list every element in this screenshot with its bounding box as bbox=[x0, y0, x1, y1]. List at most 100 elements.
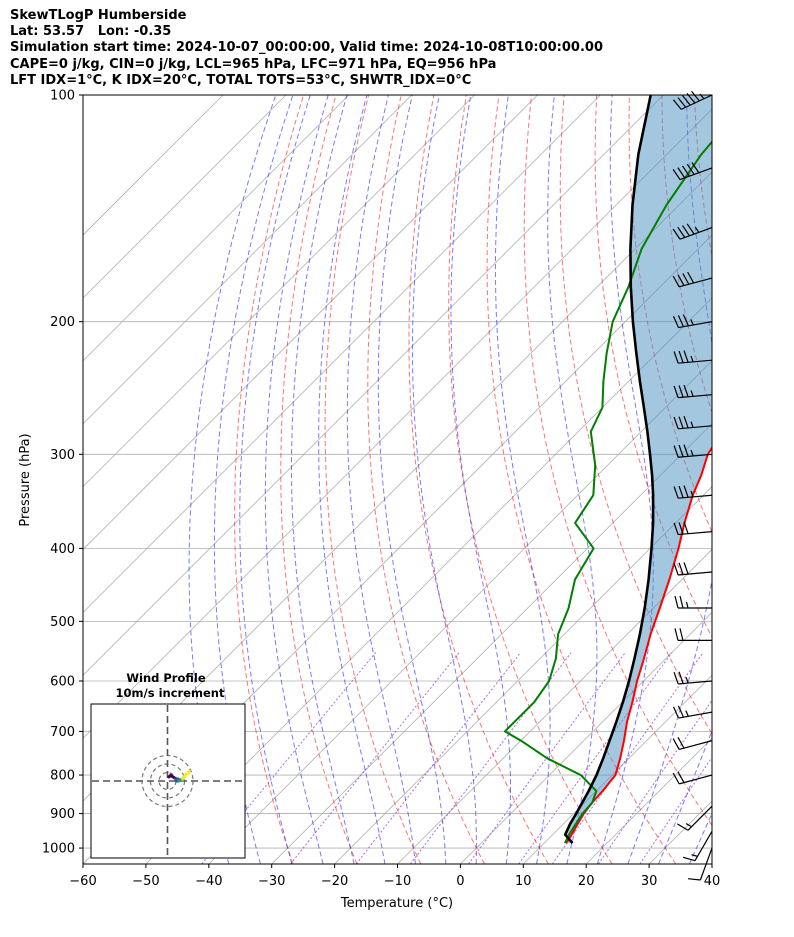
barb-half-feather bbox=[685, 677, 689, 684]
dewpoint-profile bbox=[503, 140, 712, 844]
wind-barb bbox=[673, 671, 713, 685]
barb-feather bbox=[678, 385, 684, 398]
barb-staff bbox=[678, 494, 713, 499]
barb-feather bbox=[682, 273, 690, 285]
barb-staff bbox=[679, 774, 713, 785]
barb-feather bbox=[683, 444, 689, 457]
mixing-ratio-line bbox=[355, 652, 522, 864]
barb-feather bbox=[672, 738, 680, 750]
barb-staff bbox=[678, 394, 713, 399]
x-tick-label: −60 bbox=[69, 874, 96, 889]
x-tick-label: −50 bbox=[132, 874, 159, 889]
isotherm-gridline bbox=[334, 486, 712, 864]
index-params: LFT IDX=1°C, K IDX=20°C, TOTAL TOTS=53°C… bbox=[10, 72, 472, 88]
barb-feather bbox=[691, 162, 700, 174]
barb-half-feather bbox=[690, 390, 694, 397]
barb-feather bbox=[673, 351, 679, 364]
barb-feather bbox=[678, 522, 684, 535]
wind-barb bbox=[673, 384, 713, 399]
barb-staff bbox=[678, 359, 713, 364]
barb-feather bbox=[683, 562, 689, 575]
dry-adiabat bbox=[486, 95, 677, 864]
mixing-ratio-line bbox=[468, 652, 626, 864]
dry-adiabat bbox=[594, 95, 712, 639]
wind-barb bbox=[673, 416, 713, 430]
hodograph-subtitle: 10m/s increment bbox=[116, 686, 225, 700]
moist-adiabat bbox=[627, 95, 712, 864]
mixing-ratio-line bbox=[409, 652, 572, 864]
dry-adiabat bbox=[760, 95, 794, 864]
isotherm-gridline bbox=[460, 611, 712, 864]
hodograph-trace bbox=[186, 769, 191, 776]
barb-feather bbox=[677, 737, 685, 749]
isotherm-gridline bbox=[523, 674, 712, 864]
barb-feather bbox=[688, 878, 701, 881]
barb-feather bbox=[686, 93, 696, 104]
barb-staff bbox=[678, 680, 713, 685]
dry-adiabat bbox=[367, 95, 485, 864]
barb-feather bbox=[678, 444, 684, 458]
wind-barb bbox=[672, 162, 713, 181]
barb-feather bbox=[677, 226, 686, 238]
wind-barb bbox=[673, 521, 713, 536]
barb-feather bbox=[691, 90, 700, 102]
y-tick-label: 200 bbox=[50, 315, 75, 330]
moist-adiabat bbox=[346, 95, 416, 864]
barb-feather bbox=[678, 416, 684, 429]
y-tick-label: 900 bbox=[50, 807, 75, 822]
barb-feather bbox=[673, 486, 679, 499]
dry-adiabat bbox=[559, 95, 712, 735]
plot-area bbox=[83, 95, 794, 864]
station-title: SkewTLogP Humberside bbox=[10, 8, 187, 23]
barb-half-feather bbox=[694, 226, 700, 233]
instability-shading bbox=[565, 95, 712, 844]
barb-feather bbox=[677, 274, 685, 286]
isotherm-gridline bbox=[83, 95, 224, 236]
wind-barb bbox=[673, 350, 713, 364]
barb-feather bbox=[672, 99, 682, 110]
barb-half-feather bbox=[685, 601, 689, 609]
barb-feather bbox=[678, 350, 684, 363]
barb-feather bbox=[678, 671, 684, 684]
barb-feather bbox=[683, 350, 689, 363]
chart-header: SkewTLogP Humberside Lat: 53.57 Lon: -0.3… bbox=[10, 8, 603, 89]
wind-barb bbox=[677, 805, 713, 831]
dry-adiabat bbox=[523, 95, 712, 827]
stability-params: CAPE=0 j/kg, CIN=0 j/kg, LCL=965 hPa, LF… bbox=[10, 56, 497, 72]
x-tick-label: 40 bbox=[704, 874, 721, 889]
barb-feather bbox=[672, 772, 680, 785]
barb-feather bbox=[678, 485, 684, 498]
hodograph-inset: Wind Profile 10m/s increment bbox=[90, 671, 246, 859]
barb-feather bbox=[687, 271, 695, 284]
y-tick-label: 100 bbox=[50, 89, 75, 104]
barb-feather bbox=[683, 485, 689, 498]
barb-staff bbox=[678, 711, 713, 719]
barb-half-feather bbox=[691, 854, 698, 857]
barb-feather bbox=[683, 521, 689, 534]
barb-feather bbox=[682, 314, 689, 327]
barb-half-feather bbox=[690, 355, 694, 363]
isotherm-gridline bbox=[711, 863, 712, 864]
isotherm-gridline bbox=[83, 95, 664, 676]
y-tick-label: 800 bbox=[50, 769, 75, 784]
barb-staff bbox=[699, 847, 713, 881]
barb-feather bbox=[672, 706, 680, 719]
hodograph-title: Wind Profile bbox=[126, 671, 206, 685]
wind-barb bbox=[688, 847, 713, 881]
wind-barb bbox=[672, 90, 713, 110]
moist-adiabat bbox=[720, 95, 794, 864]
barb-half-feather bbox=[699, 93, 705, 100]
dry-adiabat bbox=[408, 95, 549, 864]
moist-adiabat bbox=[450, 95, 511, 864]
moist-adiabat bbox=[547, 95, 598, 864]
moist-adiabat bbox=[752, 95, 794, 864]
moist-adiabat bbox=[213, 95, 294, 864]
moist-adiabat bbox=[264, 95, 329, 864]
wind-barb bbox=[682, 830, 713, 862]
barb-half-feather bbox=[685, 710, 689, 717]
barb-feather bbox=[686, 223, 695, 235]
parcel-path bbox=[563, 95, 655, 844]
x-tick-label: −40 bbox=[195, 874, 222, 889]
isotherm-gridline bbox=[83, 95, 412, 425]
